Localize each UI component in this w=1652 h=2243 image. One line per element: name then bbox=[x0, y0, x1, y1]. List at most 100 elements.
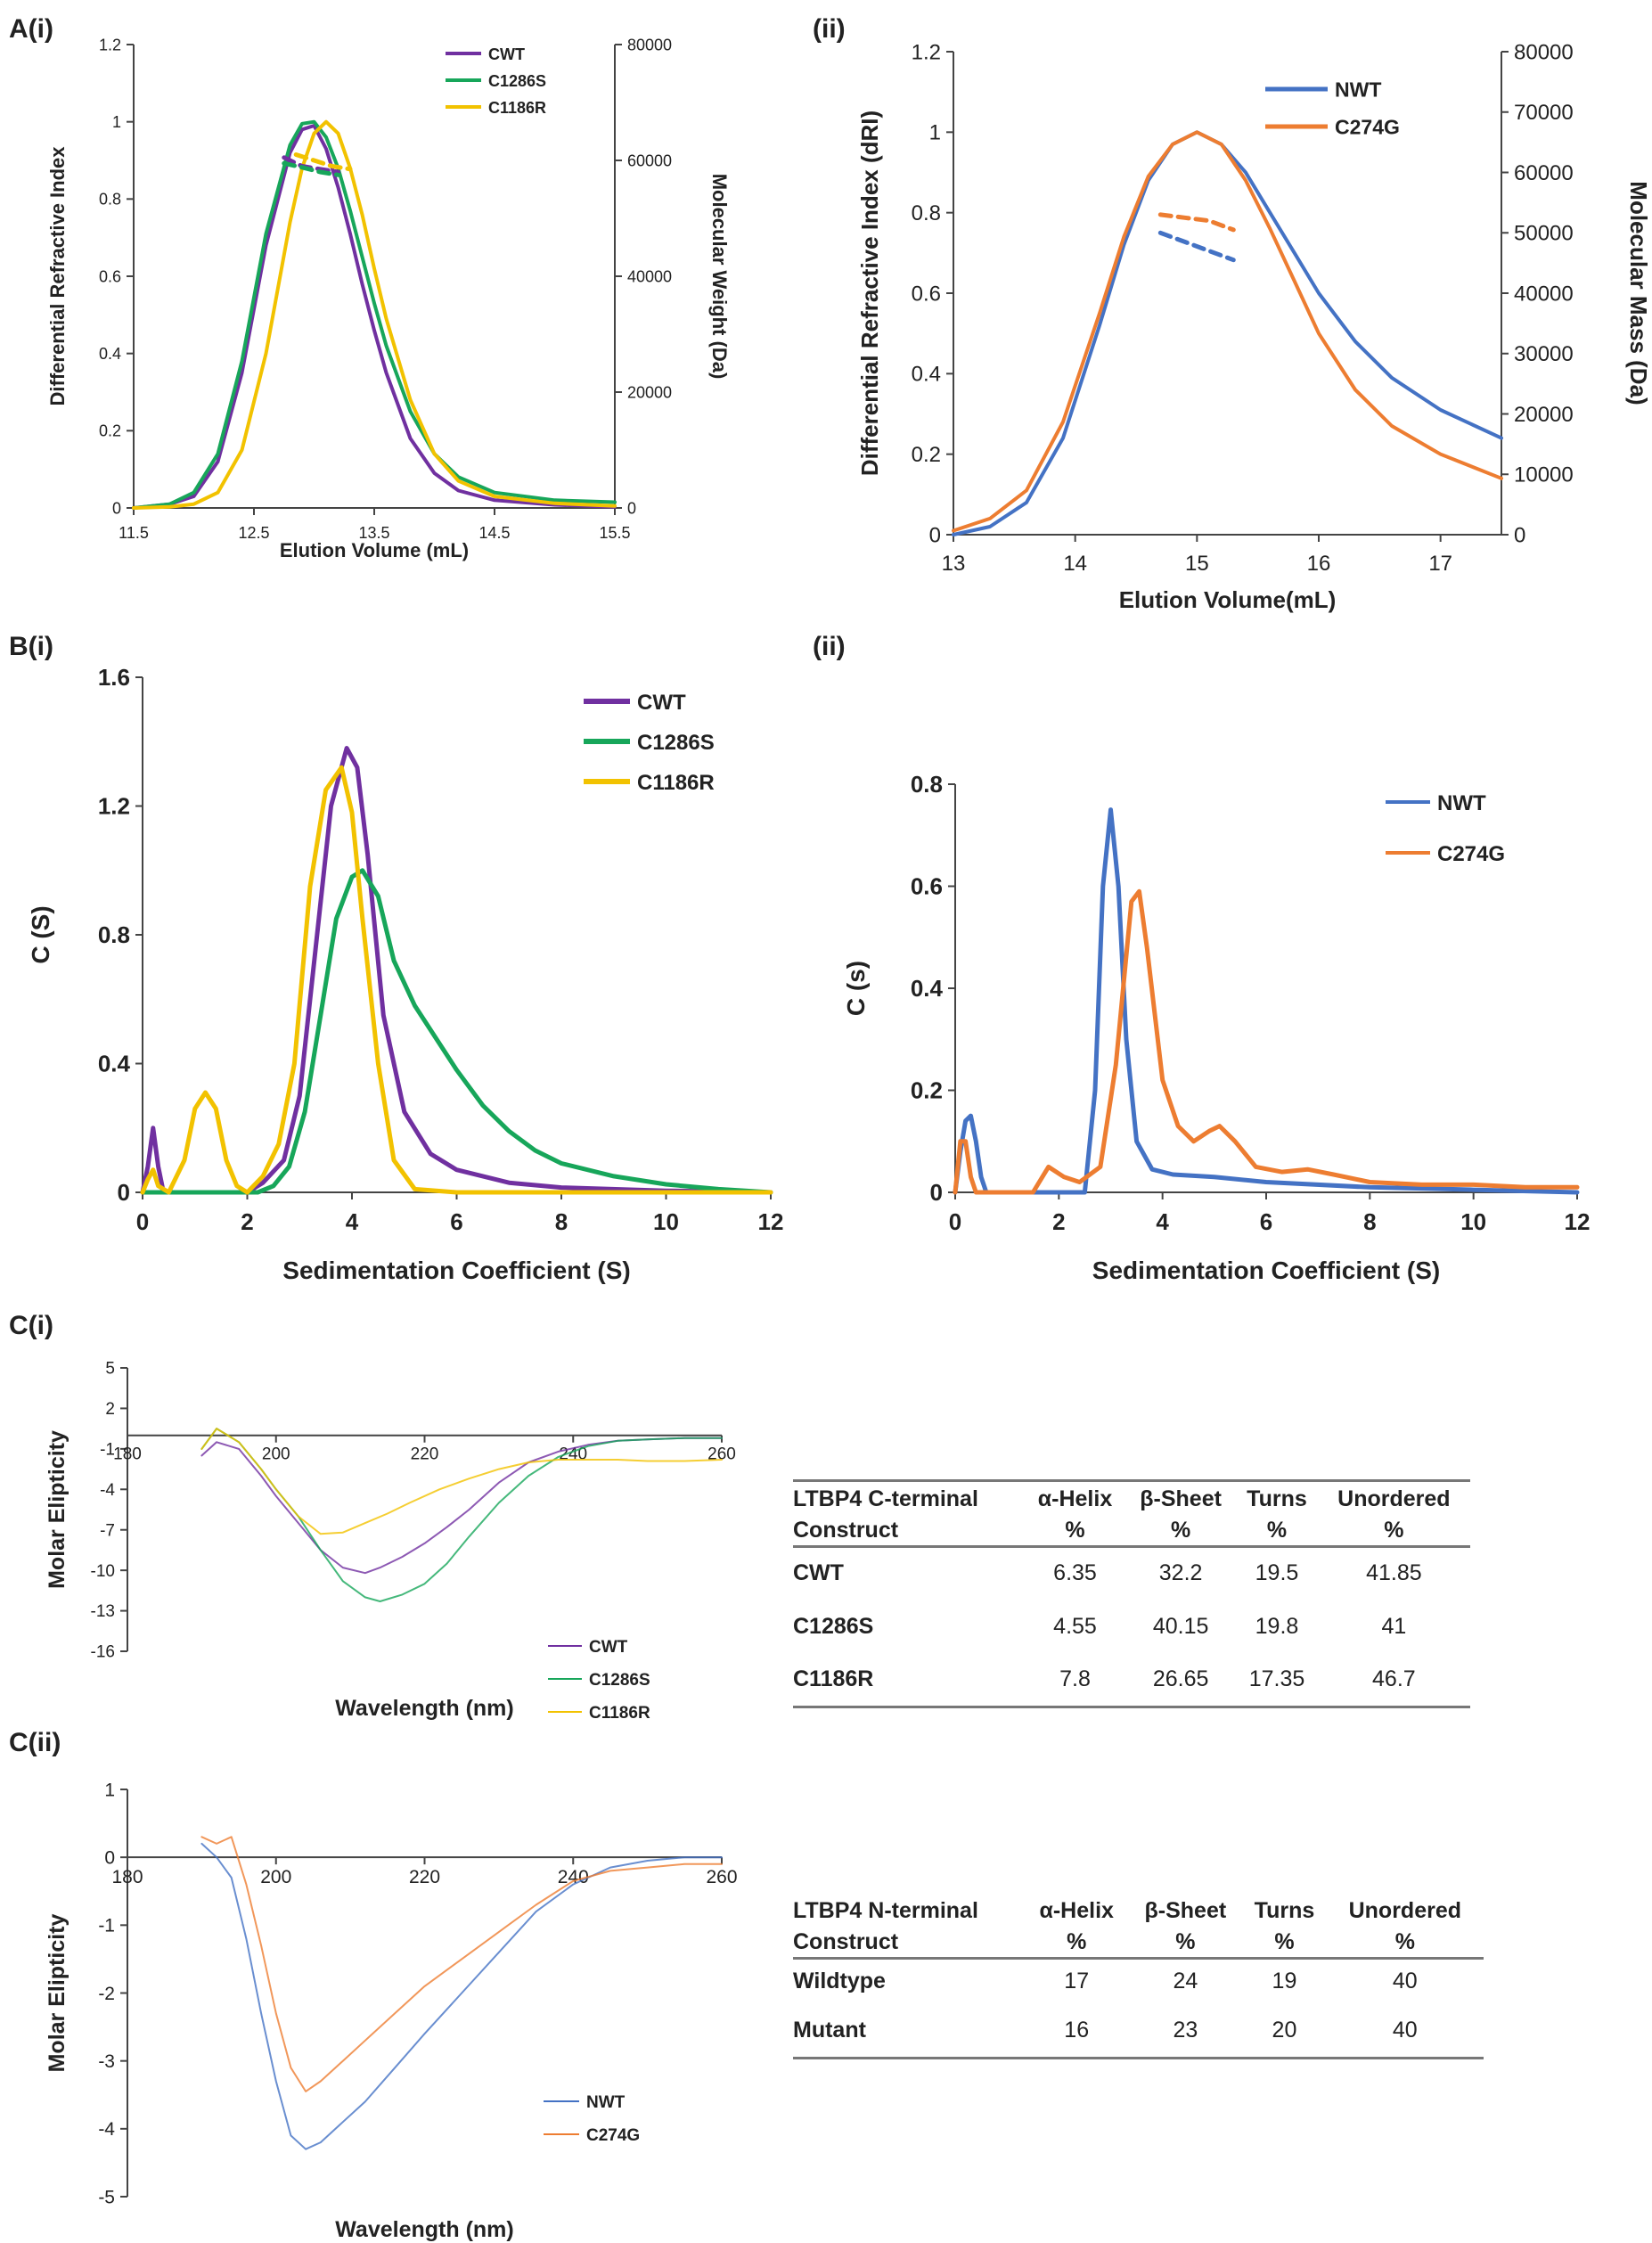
legend-label: C274G bbox=[1335, 116, 1400, 139]
cell: 17.35 bbox=[1248, 1666, 1305, 1691]
y-axis-title: Differential Refractive Index (dRI) bbox=[856, 111, 883, 476]
x-tick-label: 13 bbox=[942, 552, 966, 576]
y-tick-label: 1.2 bbox=[912, 40, 941, 64]
series-line-c1286s bbox=[132, 119, 617, 510]
legend-label: C1186R bbox=[488, 99, 546, 117]
y-tick-label: 1 bbox=[112, 113, 121, 131]
legend-label: CWT bbox=[637, 691, 686, 715]
legend-label: C274G bbox=[586, 2126, 640, 2145]
table-row: CWT 6.35 32.2 19.5 41.85 bbox=[793, 1546, 1470, 1600]
y-tick-label: 5 bbox=[105, 1360, 115, 1379]
header-unit: % bbox=[1394, 1928, 1415, 1954]
y-tick-label: 1 bbox=[104, 1780, 115, 1800]
chart-b-i: 0 0.4 0.8 1.2 1.6 0 2 4 6 8 10 12 CWT C1286S C1186R Sed… bbox=[27, 664, 783, 1284]
cell: 4.55 bbox=[1053, 1613, 1097, 1639]
y2-tick-label: 50000 bbox=[1514, 222, 1574, 246]
x-tick-label: 200 bbox=[260, 1867, 291, 1887]
series-line-c1186r-mass bbox=[293, 152, 353, 172]
row-label: Wildtype bbox=[793, 1969, 886, 1994]
x-tick-label: 4 bbox=[1156, 1208, 1169, 1235]
y2-tick-label: 40000 bbox=[1514, 282, 1574, 306]
header-unit: % bbox=[1175, 1928, 1196, 1954]
x-axis-title: Wavelength (nm) bbox=[335, 2217, 513, 2242]
y-axis-title: C (S) bbox=[27, 905, 54, 963]
y-tick-label: 0 bbox=[112, 499, 121, 517]
x-tick-label: 14.5 bbox=[478, 524, 510, 542]
y2-tick-label: 40000 bbox=[627, 267, 672, 285]
secondary-structure-table-c-terminal: LTBP4 C-terminal α-Helix β-Sheet Turns U… bbox=[793, 1479, 1470, 1708]
row-label: C1286S bbox=[793, 1613, 874, 1639]
x-tick-label: 16 bbox=[1307, 552, 1331, 576]
header-sheet: β-Sheet bbox=[1140, 1486, 1222, 1511]
y-tick-label: 0.2 bbox=[99, 422, 121, 440]
x-tick-label: 8 bbox=[555, 1208, 568, 1235]
cell: 32.2 bbox=[1158, 1560, 1203, 1586]
legend-label: NWT bbox=[1335, 78, 1381, 102]
table-row: C1186R 7.8 26.65 17.35 46.7 bbox=[793, 1653, 1470, 1707]
header-unit: % bbox=[1171, 1517, 1191, 1543]
y-axis-title: Molar Elipticity bbox=[45, 1430, 70, 1589]
y-tick-label: 0.2 bbox=[912, 443, 941, 467]
x-tick-label: 17 bbox=[1428, 552, 1452, 576]
table-row: Mutant 16 23 20 40 bbox=[793, 2004, 1484, 2058]
x-tick-label: 180 bbox=[111, 1867, 143, 1887]
series-line-c1186r bbox=[200, 1428, 723, 1535]
cell: 26.65 bbox=[1152, 1666, 1209, 1691]
x-tick-label: 220 bbox=[411, 1445, 439, 1464]
x-tick-label: 200 bbox=[262, 1445, 290, 1464]
y2-tick-label: 30000 bbox=[1514, 342, 1574, 366]
cell: 40 bbox=[1392, 1969, 1418, 1994]
y-tick-label: 0.4 bbox=[911, 975, 944, 1002]
y2-tick-label: 60000 bbox=[1514, 161, 1574, 185]
header-unordered: Unordered bbox=[1348, 1897, 1461, 1923]
y2-tick-label: 0 bbox=[627, 499, 636, 517]
chart-b-ii: 0 0.2 0.4 0.6 0.8 0 2 4 6 8 10 12 NWT C274G Sedimentat… bbox=[842, 771, 1590, 1284]
y-tick-label: 0 bbox=[930, 1179, 943, 1206]
cell: 17 bbox=[1064, 1969, 1090, 1994]
y-tick-label: 2 bbox=[105, 1400, 115, 1419]
x-tick-label: 12.5 bbox=[238, 524, 269, 542]
cell: 41 bbox=[1381, 1613, 1407, 1639]
series-line-c274g-mass bbox=[1157, 212, 1236, 233]
row-label: CWT bbox=[793, 1560, 844, 1586]
y-tick-label: -4 bbox=[100, 1481, 115, 1500]
header-turns: Turns bbox=[1247, 1486, 1307, 1511]
x-tick-label: 4 bbox=[346, 1208, 359, 1235]
y2-tick-label: 10000 bbox=[1514, 463, 1574, 487]
y2-tick-label: 80000 bbox=[1514, 40, 1574, 64]
cell: 40.15 bbox=[1152, 1613, 1209, 1639]
x-tick-label: 10 bbox=[653, 1208, 679, 1235]
y2-tick-label: 60000 bbox=[627, 151, 672, 169]
y-tick-label: -1 bbox=[100, 1441, 115, 1460]
header-construct-top: LTBP4 N-terminal bbox=[793, 1897, 978, 1923]
cell: 16 bbox=[1064, 2017, 1090, 2042]
header-unordered: Unordered bbox=[1337, 1486, 1451, 1511]
panel-label-a-ii: (ii) bbox=[813, 14, 846, 44]
y2-tick-label: 0 bbox=[1514, 523, 1525, 547]
row-label: Mutant bbox=[793, 2017, 866, 2042]
x-tick-label: 2 bbox=[241, 1208, 253, 1235]
cell: 40 bbox=[1392, 2017, 1418, 2042]
x-tick-label: 0 bbox=[136, 1208, 149, 1235]
y-tick-label: 1.2 bbox=[98, 793, 130, 820]
y-tick-label: 0.4 bbox=[912, 363, 941, 387]
y-tick-label: 0.4 bbox=[99, 345, 121, 363]
y-tick-label: 0.6 bbox=[912, 282, 941, 306]
y-tick-label: 0.8 bbox=[912, 201, 941, 225]
legend-label: CWT bbox=[488, 45, 525, 63]
y-tick-label: 0.8 bbox=[98, 921, 130, 948]
y-tick-label: 0 bbox=[118, 1179, 130, 1206]
header-unit: % bbox=[1384, 1517, 1404, 1543]
legend-label: C274G bbox=[1437, 842, 1505, 866]
cell: 20 bbox=[1272, 2017, 1297, 2042]
x-axis-title: Sedimentation Coefficient (S) bbox=[282, 1257, 630, 1284]
header-construct: Construct bbox=[793, 1928, 899, 1954]
table-row: C1286S 4.55 40.15 19.8 41 bbox=[793, 1600, 1470, 1653]
cell: 7.8 bbox=[1059, 1666, 1091, 1691]
y-tick-label: 0.6 bbox=[99, 267, 121, 285]
header-turns: Turns bbox=[1254, 1897, 1315, 1923]
legend-label: C1286S bbox=[637, 731, 715, 755]
cell: 24 bbox=[1173, 1969, 1198, 1994]
panel-label-c-i: C(i) bbox=[9, 1311, 53, 1340]
